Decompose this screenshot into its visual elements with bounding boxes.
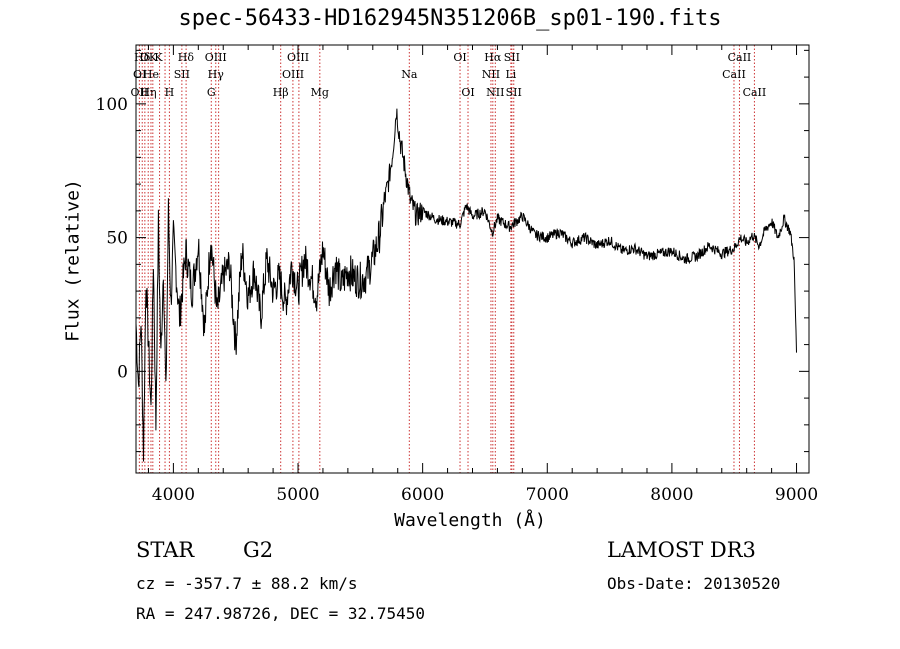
line-label-25: OI xyxy=(461,86,474,99)
line-label-13: Hγ xyxy=(208,68,225,81)
line-label-8: SII xyxy=(504,51,520,64)
redshift-readout: cz = -357.7 ± 88.2 km/s xyxy=(136,574,358,593)
line-label-23: Hβ xyxy=(273,86,289,99)
line-label-15: Na xyxy=(401,68,418,81)
obs-date-readout: Obs-Date: 20130520 xyxy=(607,574,781,593)
spectrum-line xyxy=(135,108,797,462)
line-label-22: G xyxy=(207,86,216,99)
line-label-26: NII xyxy=(486,86,504,99)
line-label-21: H xyxy=(165,86,175,99)
line-label-4: OIII xyxy=(205,51,227,64)
line-label-9: CaII xyxy=(728,51,752,64)
line-label-1: OK xyxy=(140,51,158,64)
plot-frame xyxy=(135,44,810,474)
line-label-27: SII xyxy=(506,86,522,99)
line-label-19: OII xyxy=(131,86,149,99)
x-tick-label-6000: 6000 xyxy=(401,485,444,505)
x-tick-label-8000: 8000 xyxy=(650,485,693,505)
spectral-subclass: G2 xyxy=(243,538,274,562)
y-tick-label-0: 0 xyxy=(117,362,128,382)
coordinates-readout: RA = 247.98726, DEC = 32.75450 xyxy=(136,604,425,623)
line-label-20: Hη xyxy=(140,86,156,99)
x-tick-label-9000: 9000 xyxy=(775,485,818,505)
survey-name: LAMOST DR3 xyxy=(607,538,756,562)
line-label-11: He xyxy=(143,68,159,81)
line-label-28: CaII xyxy=(743,86,767,99)
y-axis-label: Flux (relative) xyxy=(62,179,84,342)
line-label-5: OIII xyxy=(287,51,309,64)
x-tick-label-4000: 4000 xyxy=(152,485,195,505)
line-label-7: Hα xyxy=(484,51,502,64)
line-label-10: OI xyxy=(133,68,146,81)
chart-title: spec-56433-HD162945N351206B_sp01-190.fit… xyxy=(178,6,722,31)
y-tick-label-100: 100 xyxy=(96,95,128,115)
line-label-18: CaII xyxy=(722,68,746,81)
line-label-0: Hδ xyxy=(134,51,151,64)
x-axis-label: Wavelength (Å) xyxy=(394,510,546,531)
line-label-12: SII xyxy=(174,68,190,81)
line-label-17: Li xyxy=(505,68,516,81)
y-tick-label-50: 50 xyxy=(106,229,128,249)
line-label-6: OI xyxy=(453,51,466,64)
line-label-24: Mg xyxy=(311,86,329,99)
object-class: STAR xyxy=(136,538,195,562)
line-label-2: K xyxy=(154,51,163,64)
line-label-16: NII xyxy=(482,68,500,81)
line-label-3: Hδ xyxy=(178,51,195,64)
x-tick-label-7000: 7000 xyxy=(526,485,569,505)
x-tick-label-5000: 5000 xyxy=(276,485,319,505)
line-label-14: OIII xyxy=(282,68,304,81)
